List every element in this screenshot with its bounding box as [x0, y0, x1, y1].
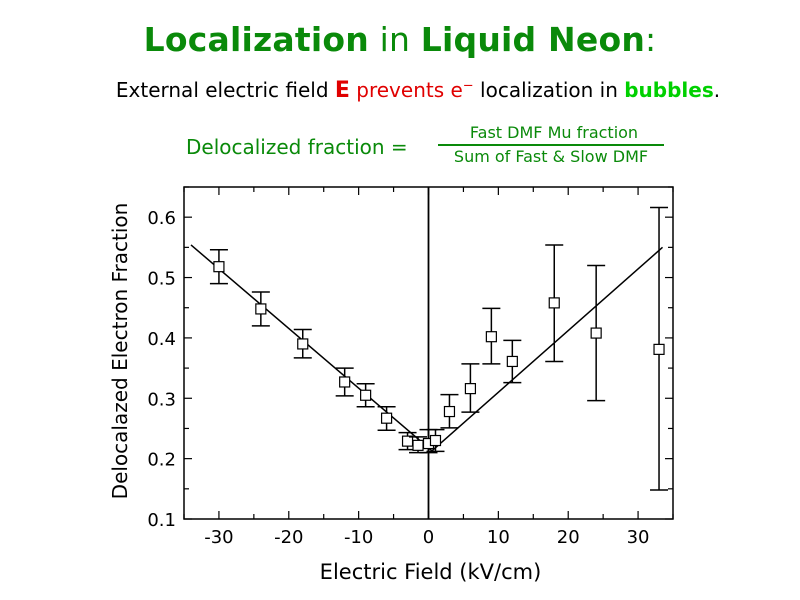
y-tick-label: 0.4	[147, 329, 176, 350]
formula-fraction-bar	[438, 144, 664, 146]
formula-numerator: Fast DMF Mu fraction	[469, 123, 639, 142]
y-tick-label: 0.1	[147, 510, 176, 531]
data-point	[339, 376, 351, 388]
x-tick-label: 20	[557, 527, 580, 548]
data-point	[429, 434, 442, 447]
data-point	[485, 331, 497, 343]
title-localization: Localization	[143, 20, 369, 59]
title-in: in	[368, 20, 421, 59]
subtitle-middle: localization in	[473, 78, 625, 102]
data-point	[443, 405, 456, 418]
data-point	[412, 439, 424, 451]
data-point	[548, 297, 560, 309]
data-point	[255, 303, 267, 315]
x-tick-label: 10	[487, 527, 510, 548]
y-axis-label: Delocalazed Electron Fraction	[108, 203, 132, 500]
subtitle-prevents: prevents e	[349, 78, 463, 102]
formula-denominator: Sum of Fast & Slow DMF	[453, 147, 649, 166]
x-axis-label: Electric Field (kV/cm)	[320, 560, 542, 584]
y-tick-label: 0.3	[147, 389, 176, 410]
y-tick-label: 0.5	[147, 269, 176, 290]
subtitle-electron-superscript: −	[462, 78, 474, 94]
title-liquid-neon: Liquid Neon	[420, 20, 646, 59]
subtitle-bubbles: bubbles	[624, 78, 714, 102]
x-tick-label: -20	[274, 527, 303, 548]
y-tick-label: 0.6	[147, 208, 176, 229]
x-tick-label: -30	[204, 527, 233, 548]
fit-line	[431, 246, 664, 452]
data-point	[213, 261, 225, 273]
title-colon: :	[645, 20, 657, 59]
formula-lhs: Delocalized fraction =	[186, 135, 408, 159]
data-point	[297, 338, 309, 350]
data-point	[464, 383, 477, 395]
slide-subtitle: External electric field E prevents e− lo…	[0, 78, 800, 103]
data-point	[506, 355, 518, 368]
x-tick-label: 0	[423, 527, 434, 548]
subtitle-end: .	[713, 78, 721, 102]
y-tick-label: 0.2	[147, 450, 176, 471]
slide-title: Localization in Liquid Neon:	[0, 20, 800, 59]
x-tick-label: -10	[344, 527, 373, 548]
data-point	[653, 343, 665, 355]
subtitle-prefix: External electric field	[115, 78, 335, 102]
subtitle-field-E: E	[334, 78, 350, 103]
formula-fraction: Fast DMF Mu fraction Sum of Fast & Slow …	[438, 123, 664, 167]
data-point	[360, 389, 372, 401]
data-point	[590, 327, 602, 339]
x-tick-label: 30	[627, 527, 650, 548]
data-point	[380, 412, 393, 424]
fit-line	[190, 244, 433, 452]
